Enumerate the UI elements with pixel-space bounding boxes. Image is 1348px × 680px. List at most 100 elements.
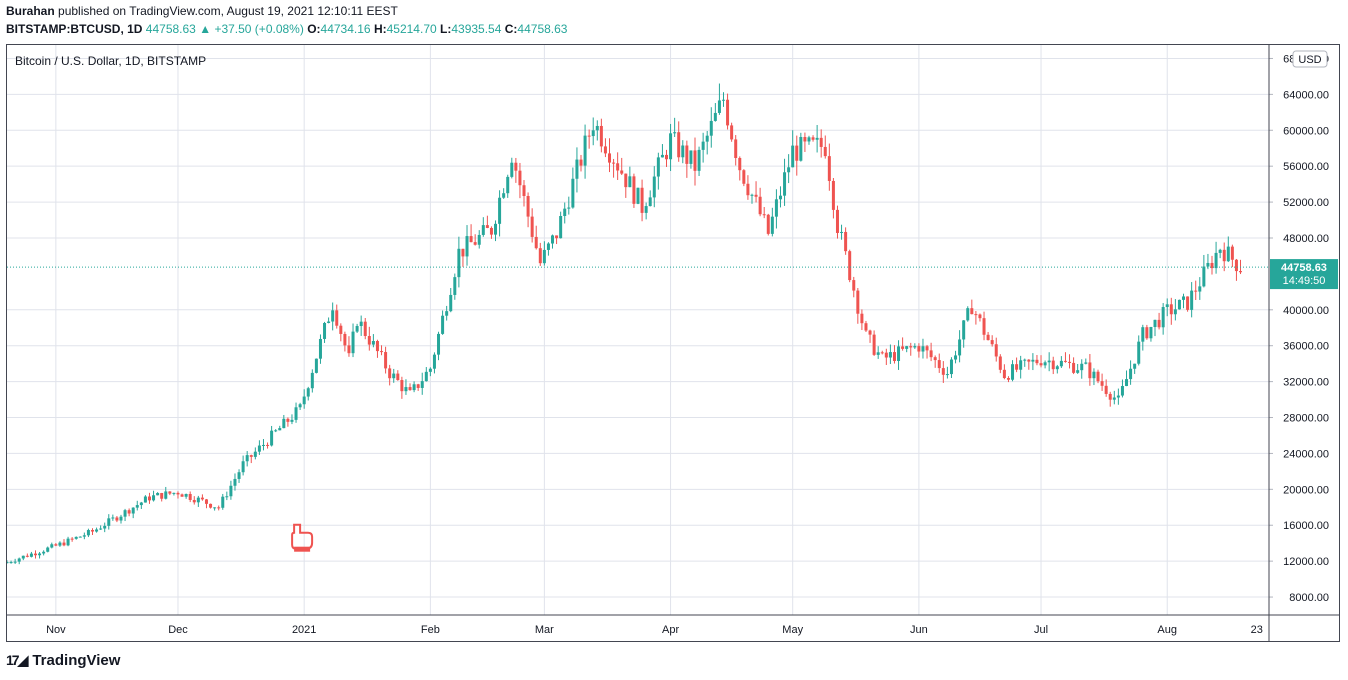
- candle-body: [237, 472, 241, 479]
- candle-body: [929, 350, 933, 358]
- candle-body: [1072, 362, 1076, 373]
- candle-body: [147, 496, 151, 501]
- candle-body: [1190, 290, 1194, 310]
- candle-body: [941, 368, 945, 375]
- candle-body: [954, 355, 958, 360]
- candle-body: [180, 494, 184, 497]
- candle-body: [1088, 362, 1092, 379]
- currency-label: USD: [1298, 54, 1321, 66]
- candle-body: [66, 538, 70, 546]
- candle-body: [164, 491, 168, 499]
- candle-body: [310, 372, 314, 389]
- candle-body: [1145, 327, 1149, 339]
- price-tick-label: 48000.00: [1283, 233, 1329, 245]
- price-chart[interactable]: 68000.0064000.0060000.0056000.0052000.00…: [7, 45, 1339, 641]
- candle-body: [701, 141, 705, 150]
- candle-body: [115, 517, 119, 521]
- candle-body: [213, 507, 217, 509]
- candle-body: [282, 418, 286, 429]
- candle-body: [1226, 246, 1230, 262]
- candle-body: [693, 150, 697, 171]
- candle-body: [270, 430, 274, 446]
- chart-frame[interactable]: 68000.0064000.0060000.0056000.0052000.00…: [6, 44, 1340, 642]
- candle-body: [522, 185, 526, 197]
- candle-body: [127, 510, 131, 514]
- chart-title: Bitcoin / U.S. Dollar, 1D, BITSTAMP: [15, 54, 206, 68]
- candle-body: [844, 231, 848, 252]
- candle-body: [172, 492, 176, 494]
- candle-body: [632, 176, 636, 204]
- candle-body: [392, 373, 396, 379]
- candle-body: [791, 145, 795, 168]
- candle-body: [1055, 366, 1059, 370]
- candle-body: [595, 125, 599, 131]
- candle-body: [196, 497, 200, 503]
- publish-info: Burahan published on TradingView.com, Au…: [6, 4, 398, 18]
- candle-body: [143, 496, 147, 503]
- candle-body: [241, 461, 245, 473]
- candle-body: [359, 321, 363, 327]
- candle-body: [21, 555, 25, 559]
- candle-body: [758, 196, 762, 215]
- candle-body: [994, 344, 998, 357]
- candle-body: [225, 496, 229, 498]
- candle-body: [70, 538, 74, 540]
- candle-body: [1116, 395, 1120, 398]
- candle-body: [856, 290, 860, 314]
- candle-body: [1202, 266, 1206, 287]
- candle-body: [306, 388, 310, 397]
- author-name[interactable]: Burahan: [6, 4, 55, 18]
- candle-body: [823, 146, 827, 157]
- candle-body: [783, 172, 787, 196]
- candle-body: [669, 133, 673, 160]
- candle-body: [913, 346, 917, 348]
- candle-body: [1112, 397, 1116, 400]
- candle-body: [86, 530, 90, 536]
- candle-body: [591, 130, 595, 137]
- candle-body: [420, 381, 424, 388]
- candle-body: [1218, 249, 1222, 253]
- candle-body: [107, 518, 111, 526]
- tradingview-logo[interactable]: 17◢ TradingView: [6, 652, 120, 669]
- candle-body: [494, 223, 498, 235]
- countdown-label: 14:49:50: [1283, 275, 1326, 287]
- candle-body: [811, 137, 815, 140]
- candle-body: [502, 193, 506, 198]
- time-tick-label: Apr: [662, 624, 679, 636]
- candle-body: [323, 322, 327, 339]
- candle-body: [831, 180, 835, 210]
- candle-body: [42, 551, 46, 554]
- high-label: H:: [373, 22, 387, 36]
- candle-body: [29, 553, 33, 557]
- candle-body: [294, 407, 298, 420]
- candle-body: [603, 146, 607, 154]
- candle-body: [78, 536, 82, 538]
- candle-body: [489, 227, 493, 235]
- candle-body: [119, 516, 123, 521]
- candle-body: [872, 334, 876, 355]
- candle-body: [917, 346, 921, 352]
- time-tick-label: Jul: [1034, 624, 1048, 636]
- candle-body: [209, 503, 213, 508]
- pointing-hand-icon[interactable]: [291, 523, 314, 552]
- time-tick-label: May: [782, 624, 803, 636]
- candle-body: [1080, 363, 1084, 371]
- candle-body: [990, 340, 994, 345]
- candle-body: [815, 137, 819, 140]
- currency-box: [1292, 50, 1328, 68]
- candle-body: [253, 451, 257, 457]
- candle-body: [685, 145, 689, 164]
- time-tick-label: Dec: [168, 624, 188, 636]
- candle-body: [50, 544, 54, 548]
- candle-body: [1120, 386, 1124, 396]
- candle-body: [343, 333, 347, 346]
- candle-body: [612, 162, 616, 164]
- candle-body: [799, 137, 803, 161]
- candle-body: [766, 214, 770, 234]
- candle-body: [416, 384, 420, 388]
- candle-body: [860, 313, 864, 324]
- candle-body: [233, 478, 237, 486]
- candle-body: [428, 368, 432, 372]
- candle-body: [363, 321, 367, 337]
- candle-body: [962, 320, 966, 340]
